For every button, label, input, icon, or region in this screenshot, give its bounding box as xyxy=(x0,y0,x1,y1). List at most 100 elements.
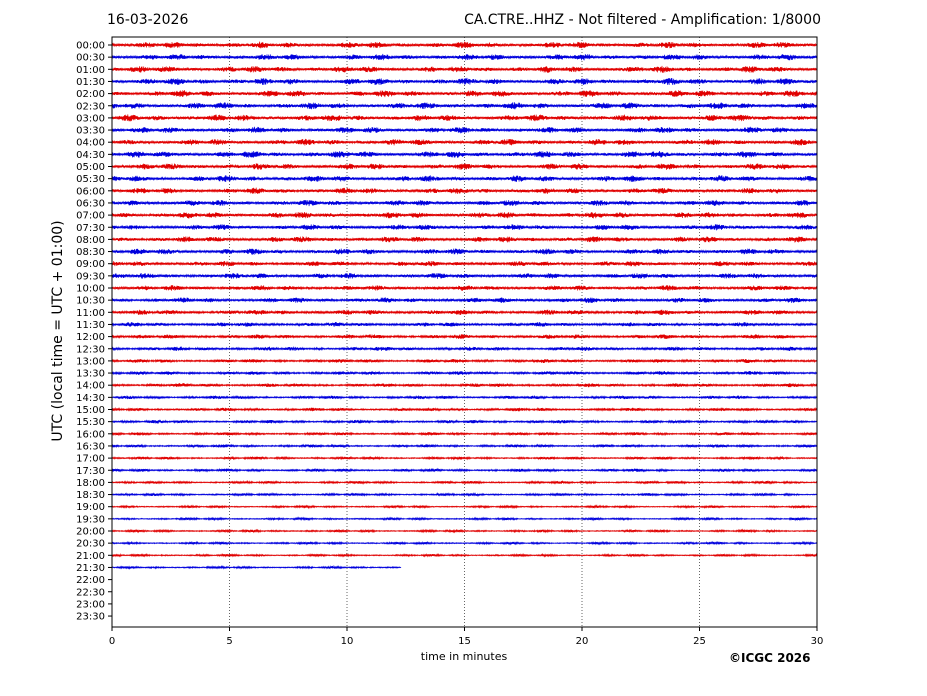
y-tick-label: 11:30 xyxy=(76,320,105,331)
y-tick-label: 11:00 xyxy=(76,308,105,319)
x-tick-label: 0 xyxy=(109,636,115,647)
y-tick-label: 13:00 xyxy=(76,356,105,367)
y-tick-label: 01:00 xyxy=(76,65,105,76)
x-tick-label: 25 xyxy=(693,636,706,647)
y-tick-label: 03:30 xyxy=(76,126,105,137)
plot-title: CA.CTRE..HHZ - Not filtered - Amplificat… xyxy=(464,12,821,28)
trace-1000 xyxy=(111,285,818,291)
trace-0430 xyxy=(111,150,818,158)
trace-0730 xyxy=(111,224,818,231)
y-tick-label: 22:00 xyxy=(76,575,105,586)
y-tick-label: 03:00 xyxy=(76,113,105,124)
y-tick-label: 06:00 xyxy=(76,186,105,197)
trace-0230 xyxy=(111,102,818,110)
y-tick-label: 08:30 xyxy=(76,247,105,258)
trace-0300 xyxy=(111,114,818,122)
y-tick-label: 12:00 xyxy=(76,332,105,343)
trace-0800 xyxy=(111,236,818,243)
trace-0400 xyxy=(111,138,818,146)
plot-date: 16-03-2026 xyxy=(107,12,189,28)
y-tick-label: 15:30 xyxy=(76,417,105,428)
y-tick-label: 14:30 xyxy=(76,393,105,404)
y-tick-label: 23:30 xyxy=(76,612,105,623)
trace-1200 xyxy=(111,334,818,340)
trace-0330 xyxy=(111,126,818,134)
x-axis-ticks: 0 5 10 15 20 25 30 xyxy=(109,627,823,647)
y-tick-label: 19:30 xyxy=(76,514,105,525)
y-tick-label: 10:00 xyxy=(76,284,105,295)
y-tick-label: 05:30 xyxy=(76,174,105,185)
trace-1700 xyxy=(111,455,818,461)
trace-0000 xyxy=(111,41,818,49)
trace-1800 xyxy=(111,479,818,485)
trace-1530 xyxy=(111,419,818,425)
trace-1030 xyxy=(111,297,818,303)
y-tick-label: 09:00 xyxy=(76,259,105,270)
trace-0700 xyxy=(111,211,818,219)
trace-1130 xyxy=(111,321,818,327)
y-tick-label: 16:30 xyxy=(76,441,105,452)
trace-1900 xyxy=(111,504,818,510)
trace-1730 xyxy=(111,467,818,473)
trace-0100 xyxy=(111,65,818,73)
trace-2000 xyxy=(111,528,818,534)
y-tick-label: 13:30 xyxy=(76,369,105,380)
trace-1330 xyxy=(111,370,818,376)
y-tick-label: 21:00 xyxy=(76,551,105,562)
y-tick-label: 20:30 xyxy=(76,539,105,550)
y-tick-label: 21:30 xyxy=(76,563,105,574)
trace-0830 xyxy=(111,248,818,255)
trace-0030 xyxy=(111,53,818,61)
trace-2130 xyxy=(111,564,402,570)
grid-lines xyxy=(229,37,700,627)
y-tick-label: 14:00 xyxy=(76,381,105,392)
y-tick-label: 09:30 xyxy=(76,271,105,282)
seismic-traces xyxy=(111,41,818,570)
y-axis-label: UTC (local time = UTC + 01:00) xyxy=(50,220,66,441)
trace-0130 xyxy=(111,77,818,86)
y-tick-label: 15:00 xyxy=(76,405,105,416)
trace-1600 xyxy=(111,431,818,437)
y-tick-label: 01:30 xyxy=(76,77,105,88)
trace-1400 xyxy=(111,382,818,388)
trace-1500 xyxy=(111,406,818,412)
trace-1100 xyxy=(111,309,818,316)
trace-0500 xyxy=(111,163,818,170)
x-tick-label: 5 xyxy=(226,636,232,647)
x-axis-label: time in minutes xyxy=(421,650,508,663)
y-tick-label: 16:00 xyxy=(76,429,105,440)
y-tick-label: 07:30 xyxy=(76,223,105,234)
trace-1430 xyxy=(111,395,818,400)
x-tick-label: 15 xyxy=(458,636,471,647)
y-tick-label: 18:00 xyxy=(76,478,105,489)
y-tick-label: 19:00 xyxy=(76,502,105,513)
y-tick-label: 05:00 xyxy=(76,162,105,173)
y-tick-label: 08:00 xyxy=(76,235,105,246)
y-tick-label: 02:30 xyxy=(76,101,105,112)
y-tick-label: 02:00 xyxy=(76,89,105,100)
trace-0600 xyxy=(111,187,818,194)
y-tick-label: 10:30 xyxy=(76,296,105,307)
trace-1830 xyxy=(111,492,818,497)
y-tick-label: 18:30 xyxy=(76,490,105,501)
y-tick-label: 07:00 xyxy=(76,211,105,222)
trace-0930 xyxy=(111,273,818,279)
trace-1300 xyxy=(111,358,818,364)
y-tick-label: 00:00 xyxy=(76,41,105,52)
trace-0630 xyxy=(111,199,818,207)
trace-2100 xyxy=(111,552,818,558)
trace-0900 xyxy=(111,260,818,267)
y-tick-label: 06:30 xyxy=(76,198,105,209)
y-tick-label: 04:30 xyxy=(76,150,105,161)
y-tick-label: 00:30 xyxy=(76,53,105,64)
trace-1630 xyxy=(111,443,818,449)
trace-1230 xyxy=(111,346,818,352)
y-tick-label: 22:30 xyxy=(76,587,105,598)
trace-0200 xyxy=(111,90,818,98)
x-tick-label: 20 xyxy=(576,636,589,647)
y-tick-label: 12:30 xyxy=(76,344,105,355)
y-tick-label: 04:00 xyxy=(76,138,105,149)
y-tick-label: 17:30 xyxy=(76,466,105,477)
trace-2030 xyxy=(111,540,818,546)
